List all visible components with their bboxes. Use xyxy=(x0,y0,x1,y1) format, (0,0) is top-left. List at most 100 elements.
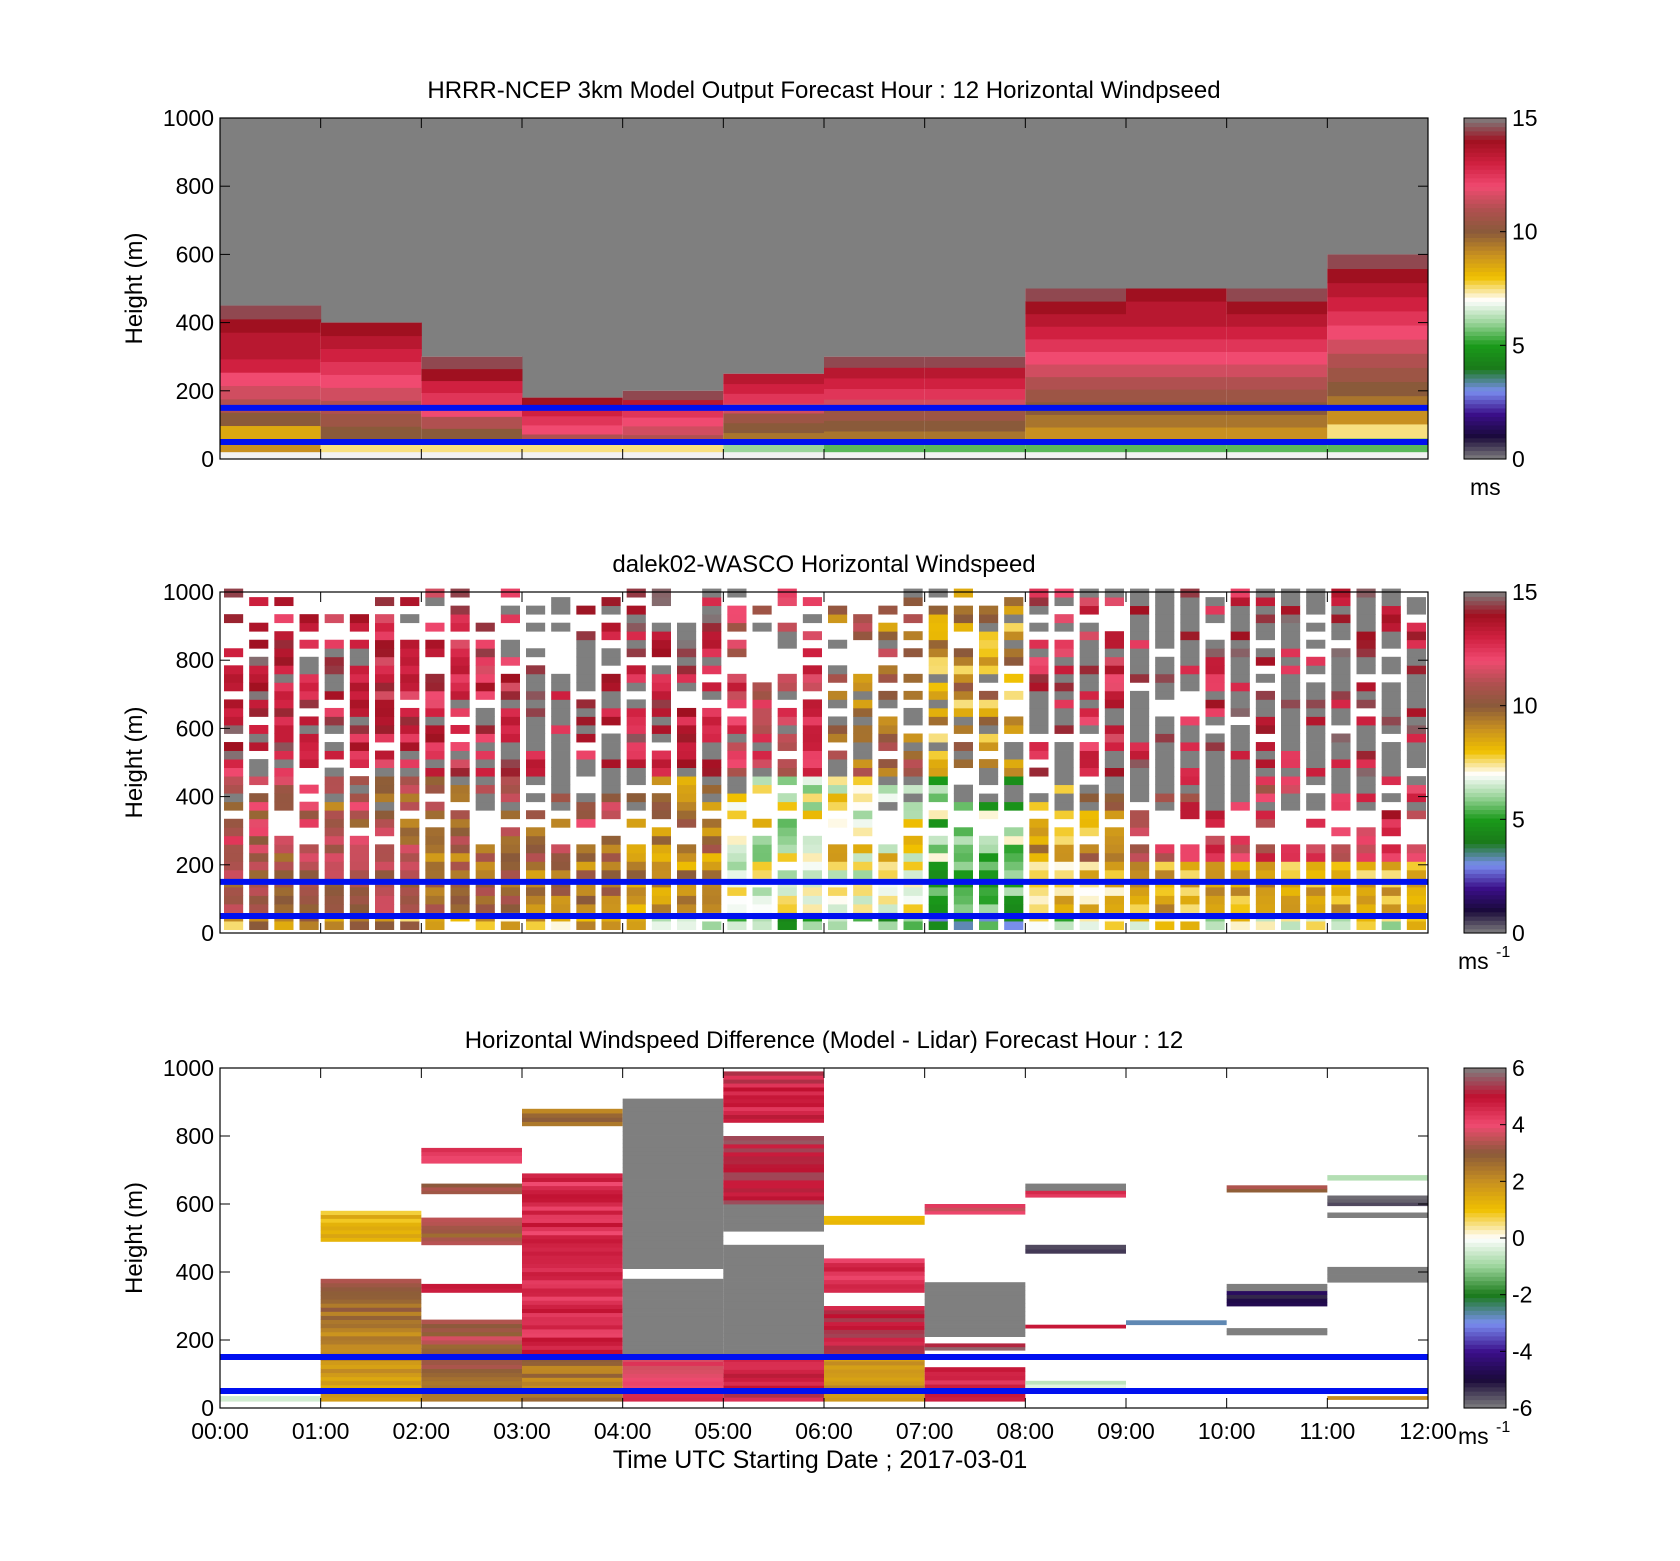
heatmap-cell xyxy=(752,750,772,760)
heatmap-cell xyxy=(626,588,646,598)
heatmap-cell xyxy=(1331,921,1351,930)
heatmap-cell xyxy=(601,742,621,751)
heatmap-cell xyxy=(522,1369,623,1374)
heatmap-cell xyxy=(878,733,898,743)
heatmap-cell xyxy=(727,682,747,692)
colorbar-swatch xyxy=(1464,847,1506,853)
heatmap-cell xyxy=(1180,605,1200,615)
heatmap-cell xyxy=(324,869,344,879)
heatmap-cell xyxy=(349,614,369,624)
heatmap-cell xyxy=(425,682,445,692)
x-tick-label: 09:00 xyxy=(1097,1418,1155,1444)
heatmap-cell xyxy=(622,1191,724,1197)
colorbar-swatch xyxy=(1464,122,1506,128)
heatmap-cell xyxy=(1327,1396,1428,1400)
heatmap-cell xyxy=(727,886,747,896)
heatmap-cell xyxy=(324,767,344,777)
heatmap-cell xyxy=(450,895,470,905)
heatmap-cell xyxy=(1230,699,1250,709)
heatmap-cell xyxy=(777,682,797,692)
heatmap-cell xyxy=(349,810,369,820)
heatmap-cell xyxy=(824,1345,925,1350)
heatmap-cell xyxy=(551,707,571,717)
heatmap-cell xyxy=(551,793,571,803)
heatmap-cell xyxy=(979,614,999,624)
heatmap-cell xyxy=(1331,784,1351,794)
heatmap-cell xyxy=(1054,742,1074,751)
heatmap-cell xyxy=(903,818,923,828)
colorbar-swatch xyxy=(1464,207,1506,213)
heatmap-cell xyxy=(1025,1193,1126,1198)
heatmap-cell xyxy=(651,673,671,683)
colorbar-swatch xyxy=(1464,373,1506,379)
heatmap-cell xyxy=(1306,742,1326,751)
heatmap-cell xyxy=(375,844,395,854)
heatmap-cell xyxy=(723,1349,824,1354)
colorbar-swatch xyxy=(1464,186,1506,192)
heatmap-cell xyxy=(924,1286,1026,1291)
heatmap-cell xyxy=(375,648,395,658)
heatmap-cell xyxy=(702,588,722,598)
heatmap-cell xyxy=(1381,614,1401,624)
heatmap-cell xyxy=(601,605,621,615)
heatmap-cell xyxy=(299,733,319,743)
colorbar-swatch xyxy=(1464,1212,1506,1218)
heatmap-cell xyxy=(723,373,825,385)
colorbar-swatch xyxy=(1464,809,1506,815)
heatmap-cell xyxy=(400,733,420,743)
heatmap-cell xyxy=(828,639,848,649)
heatmap-cell xyxy=(224,682,244,692)
heatmap-cell xyxy=(349,852,369,862)
heatmap-cell xyxy=(1327,310,1429,326)
colorbar-swatch xyxy=(1464,766,1506,772)
heatmap-cell xyxy=(1281,921,1301,930)
heatmap-cell xyxy=(1381,810,1401,820)
heatmap-cell xyxy=(500,733,520,743)
heatmap-cell xyxy=(651,682,671,692)
heatmap-cell xyxy=(1331,767,1351,777)
colorbar-swatch xyxy=(1464,284,1506,290)
heatmap-cell xyxy=(1255,588,1275,598)
heatmap-cell xyxy=(576,886,596,896)
heatmap-cell xyxy=(1054,886,1074,896)
heatmap-cell xyxy=(1130,784,1150,794)
heatmap-cell xyxy=(1025,1249,1126,1254)
heatmap-cell xyxy=(551,716,571,726)
colorbar-swatch xyxy=(1464,724,1506,729)
colorbar-swatch xyxy=(1464,856,1506,862)
heatmap-cell xyxy=(903,852,923,862)
colorbar-swatch xyxy=(1464,886,1506,891)
heatmap-cell xyxy=(224,673,244,683)
heatmap-cell xyxy=(727,904,747,913)
heatmap-cell xyxy=(526,622,546,632)
heatmap-cell xyxy=(1331,588,1351,598)
heatmap-cell xyxy=(622,1183,724,1189)
heatmap-cell xyxy=(979,707,999,717)
colorbar-swatch xyxy=(1464,822,1506,828)
heatmap-cell xyxy=(1054,673,1074,683)
heatmap-cell xyxy=(220,305,322,320)
colorbar-swatch xyxy=(1464,907,1506,913)
heatmap-cell xyxy=(622,1291,724,1296)
heatmap-cell xyxy=(824,1341,925,1346)
heatmap-cell xyxy=(802,793,822,803)
heatmap-cell xyxy=(651,827,671,837)
heatmap-cell xyxy=(979,759,999,769)
heatmap-cell xyxy=(425,690,445,700)
colorbar-swatch xyxy=(1464,250,1506,255)
heatmap-cell xyxy=(224,801,244,811)
heatmap-cell xyxy=(320,361,422,375)
heatmap-cell xyxy=(928,835,948,845)
colorbar-swatch xyxy=(1464,1144,1506,1150)
heatmap-cell xyxy=(622,1260,724,1265)
colorbar-swatch xyxy=(1464,898,1506,904)
heatmap-cell xyxy=(878,921,898,930)
heatmap-cell xyxy=(924,377,1026,390)
colorbar-swatch xyxy=(1464,1114,1506,1120)
heatmap-cell xyxy=(1356,631,1376,641)
colorbar-swatch xyxy=(1464,1399,1506,1405)
heatmap-cell xyxy=(522,1329,623,1334)
heatmap-cell xyxy=(1155,588,1175,598)
heatmap-cell xyxy=(626,733,646,743)
heatmap-cell xyxy=(622,443,724,453)
